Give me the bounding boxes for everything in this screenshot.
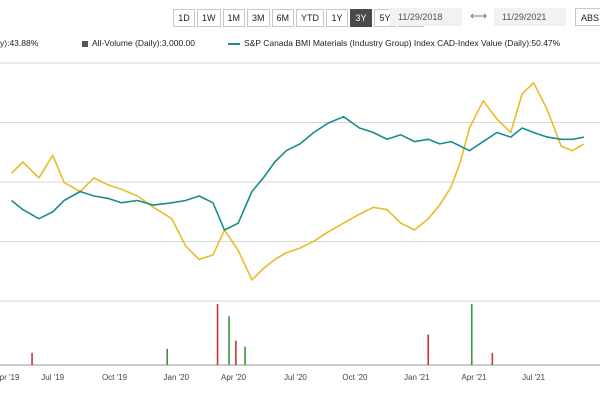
volume-bar-7: [470, 304, 473, 365]
x-tick-label: Apr '20: [221, 373, 247, 382]
x-tick-label: Jul '21: [522, 373, 545, 382]
range-button-1d[interactable]: 1D: [173, 9, 195, 27]
x-tick-label: Apr '21: [461, 373, 487, 382]
volume-swatch-icon: [82, 40, 88, 47]
range-button-3m[interactable]: 3M: [247, 9, 270, 27]
volume-bar-3: [228, 316, 230, 365]
range-selector: 1D1W1M3M6MYTD1Y3Y5Y10Y: [173, 9, 425, 27]
abs-button[interactable]: ABS: [575, 8, 600, 26]
volume-bar-5: [244, 346, 246, 365]
volume-bar-0: [31, 352, 33, 365]
x-tick-label: Jan '20: [164, 373, 190, 382]
x-tick-label: Oct '20: [342, 373, 368, 382]
swap-arrows-icon[interactable]: ⟷: [470, 9, 488, 23]
index-line-icon: [228, 42, 240, 45]
legend: y):43.88% All-Volume (Daily):3,000.00 S&…: [0, 38, 561, 48]
x-tick-label: Jul '20: [284, 373, 307, 382]
x-tick-label: Oct '19: [102, 373, 128, 382]
x-tick-label: Apr '19: [0, 373, 20, 382]
volume-bar-6: [427, 334, 430, 365]
volume-bar-8: [491, 352, 494, 365]
x-tick-label: Jul '19: [41, 373, 64, 382]
date-to-input[interactable]: 11/29/2021: [494, 8, 566, 26]
volume-bar-2: [216, 304, 219, 365]
series-line-0: [10, 81, 585, 281]
price-chart: Apr '19 Jul '19 Oct '19 Jan '20 Apr '20 Jul '…: [0, 62, 600, 382]
range-button-1y[interactable]: 1Y: [326, 9, 349, 27]
legend-index: S&P Canada BMI Materials (Industry Group…: [228, 38, 560, 48]
range-button-6m[interactable]: 6M: [271, 9, 295, 27]
date-from-input[interactable]: 11/29/2018: [390, 8, 462, 26]
range-button-3y[interactable]: 3Y: [350, 9, 373, 27]
volume-bar-4: [235, 340, 237, 365]
legend-volume: All-Volume (Daily):3,000.00: [82, 38, 195, 48]
series-line-1: [11, 115, 585, 231]
range-button-1w[interactable]: 1W: [197, 9, 221, 27]
range-button-1m[interactable]: 1M: [222, 9, 246, 27]
x-tick-label: Jan '21: [404, 373, 430, 382]
range-button-ytd[interactable]: YTD: [296, 9, 325, 27]
volume-bar-1: [166, 348, 168, 365]
